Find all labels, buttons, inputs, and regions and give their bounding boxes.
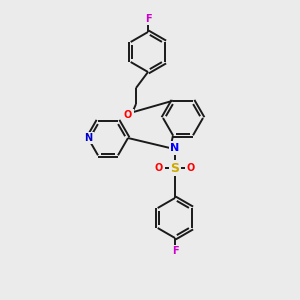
Text: O: O	[155, 163, 163, 173]
Text: F: F	[172, 246, 178, 256]
Text: N: N	[170, 143, 180, 153]
Text: O: O	[124, 110, 132, 120]
Text: S: S	[170, 161, 179, 175]
Text: F: F	[145, 14, 151, 24]
Text: O: O	[187, 163, 195, 173]
Text: N: N	[84, 133, 92, 143]
